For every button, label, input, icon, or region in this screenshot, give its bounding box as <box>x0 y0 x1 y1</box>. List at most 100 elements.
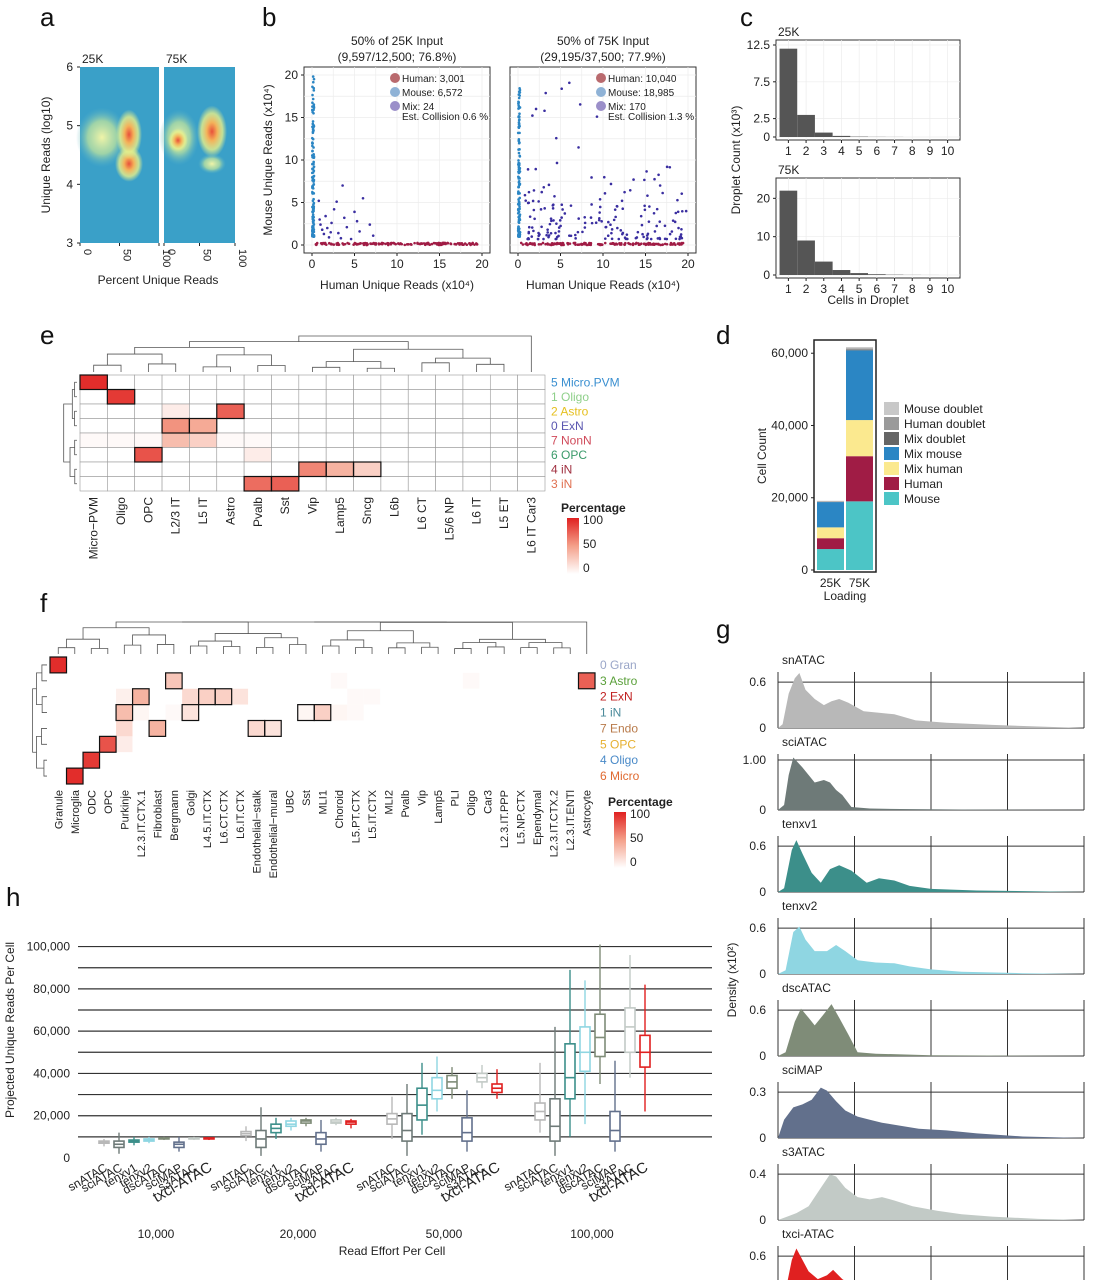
heatmap-cell <box>380 657 397 673</box>
mix-cell-point <box>577 146 580 149</box>
mouse-cell-point <box>311 101 314 105</box>
density-area-sciMAP <box>778 1087 1084 1138</box>
column-label: L5.PT.CTX <box>351 789 363 843</box>
heatmap-cell <box>489 432 518 448</box>
stacked-segment-mouse <box>817 549 844 570</box>
dendrogram-branch <box>189 341 409 350</box>
column-label: Endothelial−mural <box>268 790 280 878</box>
heatmap-cell <box>161 389 190 405</box>
heatmap-cell <box>79 418 108 434</box>
human-cell-point <box>584 241 587 245</box>
human-cell-point <box>352 243 355 246</box>
heatmap-cell <box>50 672 67 689</box>
heatmap-cell <box>462 736 480 753</box>
y-tick-label: 60,000 <box>33 1024 70 1038</box>
human-cell-point <box>647 242 650 246</box>
column-label: Pvalb <box>251 497 265 527</box>
heatmap-cell <box>528 672 546 689</box>
mix-cell-point <box>569 204 573 207</box>
x-tick-label: 5 <box>856 282 863 296</box>
panel-label-f: f <box>40 588 48 618</box>
mix-cell-point <box>632 178 635 181</box>
x-axis-label: Read Effort Per Cell <box>339 1244 446 1258</box>
legend-title: Percentage <box>561 501 626 515</box>
heatmap-cell-highlight <box>82 751 101 769</box>
x-tick-label: 2 <box>803 282 810 296</box>
mix-cell-point <box>603 192 607 195</box>
y-tick-label: 0 <box>63 1151 70 1165</box>
column-label: Ependymal <box>532 790 544 845</box>
heatmap-cell <box>243 389 272 405</box>
heatmap-cell <box>429 657 447 673</box>
mix-cell-point <box>576 230 580 234</box>
column-label: Astrocyte <box>582 790 594 836</box>
dendrogram-branch <box>90 648 109 654</box>
legend-label: Mix human <box>904 462 963 476</box>
heatmap-cell <box>545 657 562 673</box>
mix-cell-point <box>658 236 661 240</box>
heatmap-cell <box>512 672 529 689</box>
heatmap-cell <box>198 672 216 689</box>
mouse-cell-point <box>312 160 315 164</box>
heatmap-cell <box>243 476 272 492</box>
heatmap-cell <box>66 736 84 753</box>
legend-swatch <box>884 462 899 475</box>
y-tick-label: 60,000 <box>771 346 808 360</box>
column-label: Vip <box>417 790 429 806</box>
heatmap-cell <box>298 403 327 419</box>
y-tick-label: 2.5 <box>753 112 770 126</box>
heatmap-cell <box>489 418 518 434</box>
heatmap-cell-highlight <box>134 446 163 463</box>
heatmap-cell <box>215 704 232 721</box>
heatmap-cell-highlight <box>352 461 382 478</box>
heatmap-cell <box>528 657 546 673</box>
heatmap-cell <box>107 432 136 448</box>
human-cell-point <box>346 241 349 245</box>
panel-label-a: a <box>40 2 55 32</box>
human-cell-point <box>428 243 432 246</box>
heatmap-cell <box>325 418 354 434</box>
human-cell-point <box>413 241 416 245</box>
heatmap-cell <box>189 461 218 477</box>
heatmap-cell <box>134 418 163 434</box>
heatmap-cell <box>161 403 190 419</box>
mix-cell-point <box>542 237 545 241</box>
heatmap-cell <box>264 720 282 737</box>
x-tick-label: 15 <box>433 257 447 271</box>
heatmap-cell <box>429 720 447 737</box>
mix-cell-point <box>676 210 680 214</box>
mix-cell-point <box>322 232 326 236</box>
column-label: Fibroblast <box>152 790 164 838</box>
heatmap-cell <box>429 688 447 705</box>
column-label: Sst <box>278 496 292 514</box>
heatmap-cell <box>380 374 409 390</box>
heatmap-cell <box>479 704 496 721</box>
heatmap-cell <box>435 432 464 448</box>
heatmap-cell <box>330 657 348 673</box>
heatmap-cell <box>149 657 166 673</box>
column-label: L6.IT.CTX <box>235 789 247 839</box>
column-label: L5.NP.CTX <box>516 789 528 844</box>
row-label: 1 iN <box>600 706 621 720</box>
column-label: L2.3.IT.CTX.1 <box>136 790 148 857</box>
heatmap-cell-highlight <box>148 719 167 737</box>
dendrogram-branch <box>223 646 241 654</box>
track-label: sciMAP <box>782 1063 823 1077</box>
mouse-cell-point <box>312 106 316 110</box>
heatmap-cell <box>517 461 546 477</box>
heatmap-cell <box>380 672 397 689</box>
heatmap-cell <box>479 672 496 689</box>
heatmap-cell <box>413 736 430 753</box>
human-cell-point <box>468 242 471 245</box>
human-cell-point <box>343 242 347 246</box>
human-cell-point <box>655 242 659 246</box>
human-cell-point <box>544 242 547 246</box>
human-cell-point <box>669 242 673 245</box>
legend-swatch <box>884 402 899 415</box>
human-cell-point <box>629 242 632 246</box>
mix-cell-point <box>602 175 606 179</box>
y-tick-label: 20,000 <box>33 1109 70 1123</box>
human-cell-point <box>355 242 359 246</box>
heatmap-cell <box>50 720 67 737</box>
mouse-cell-point <box>310 171 314 175</box>
